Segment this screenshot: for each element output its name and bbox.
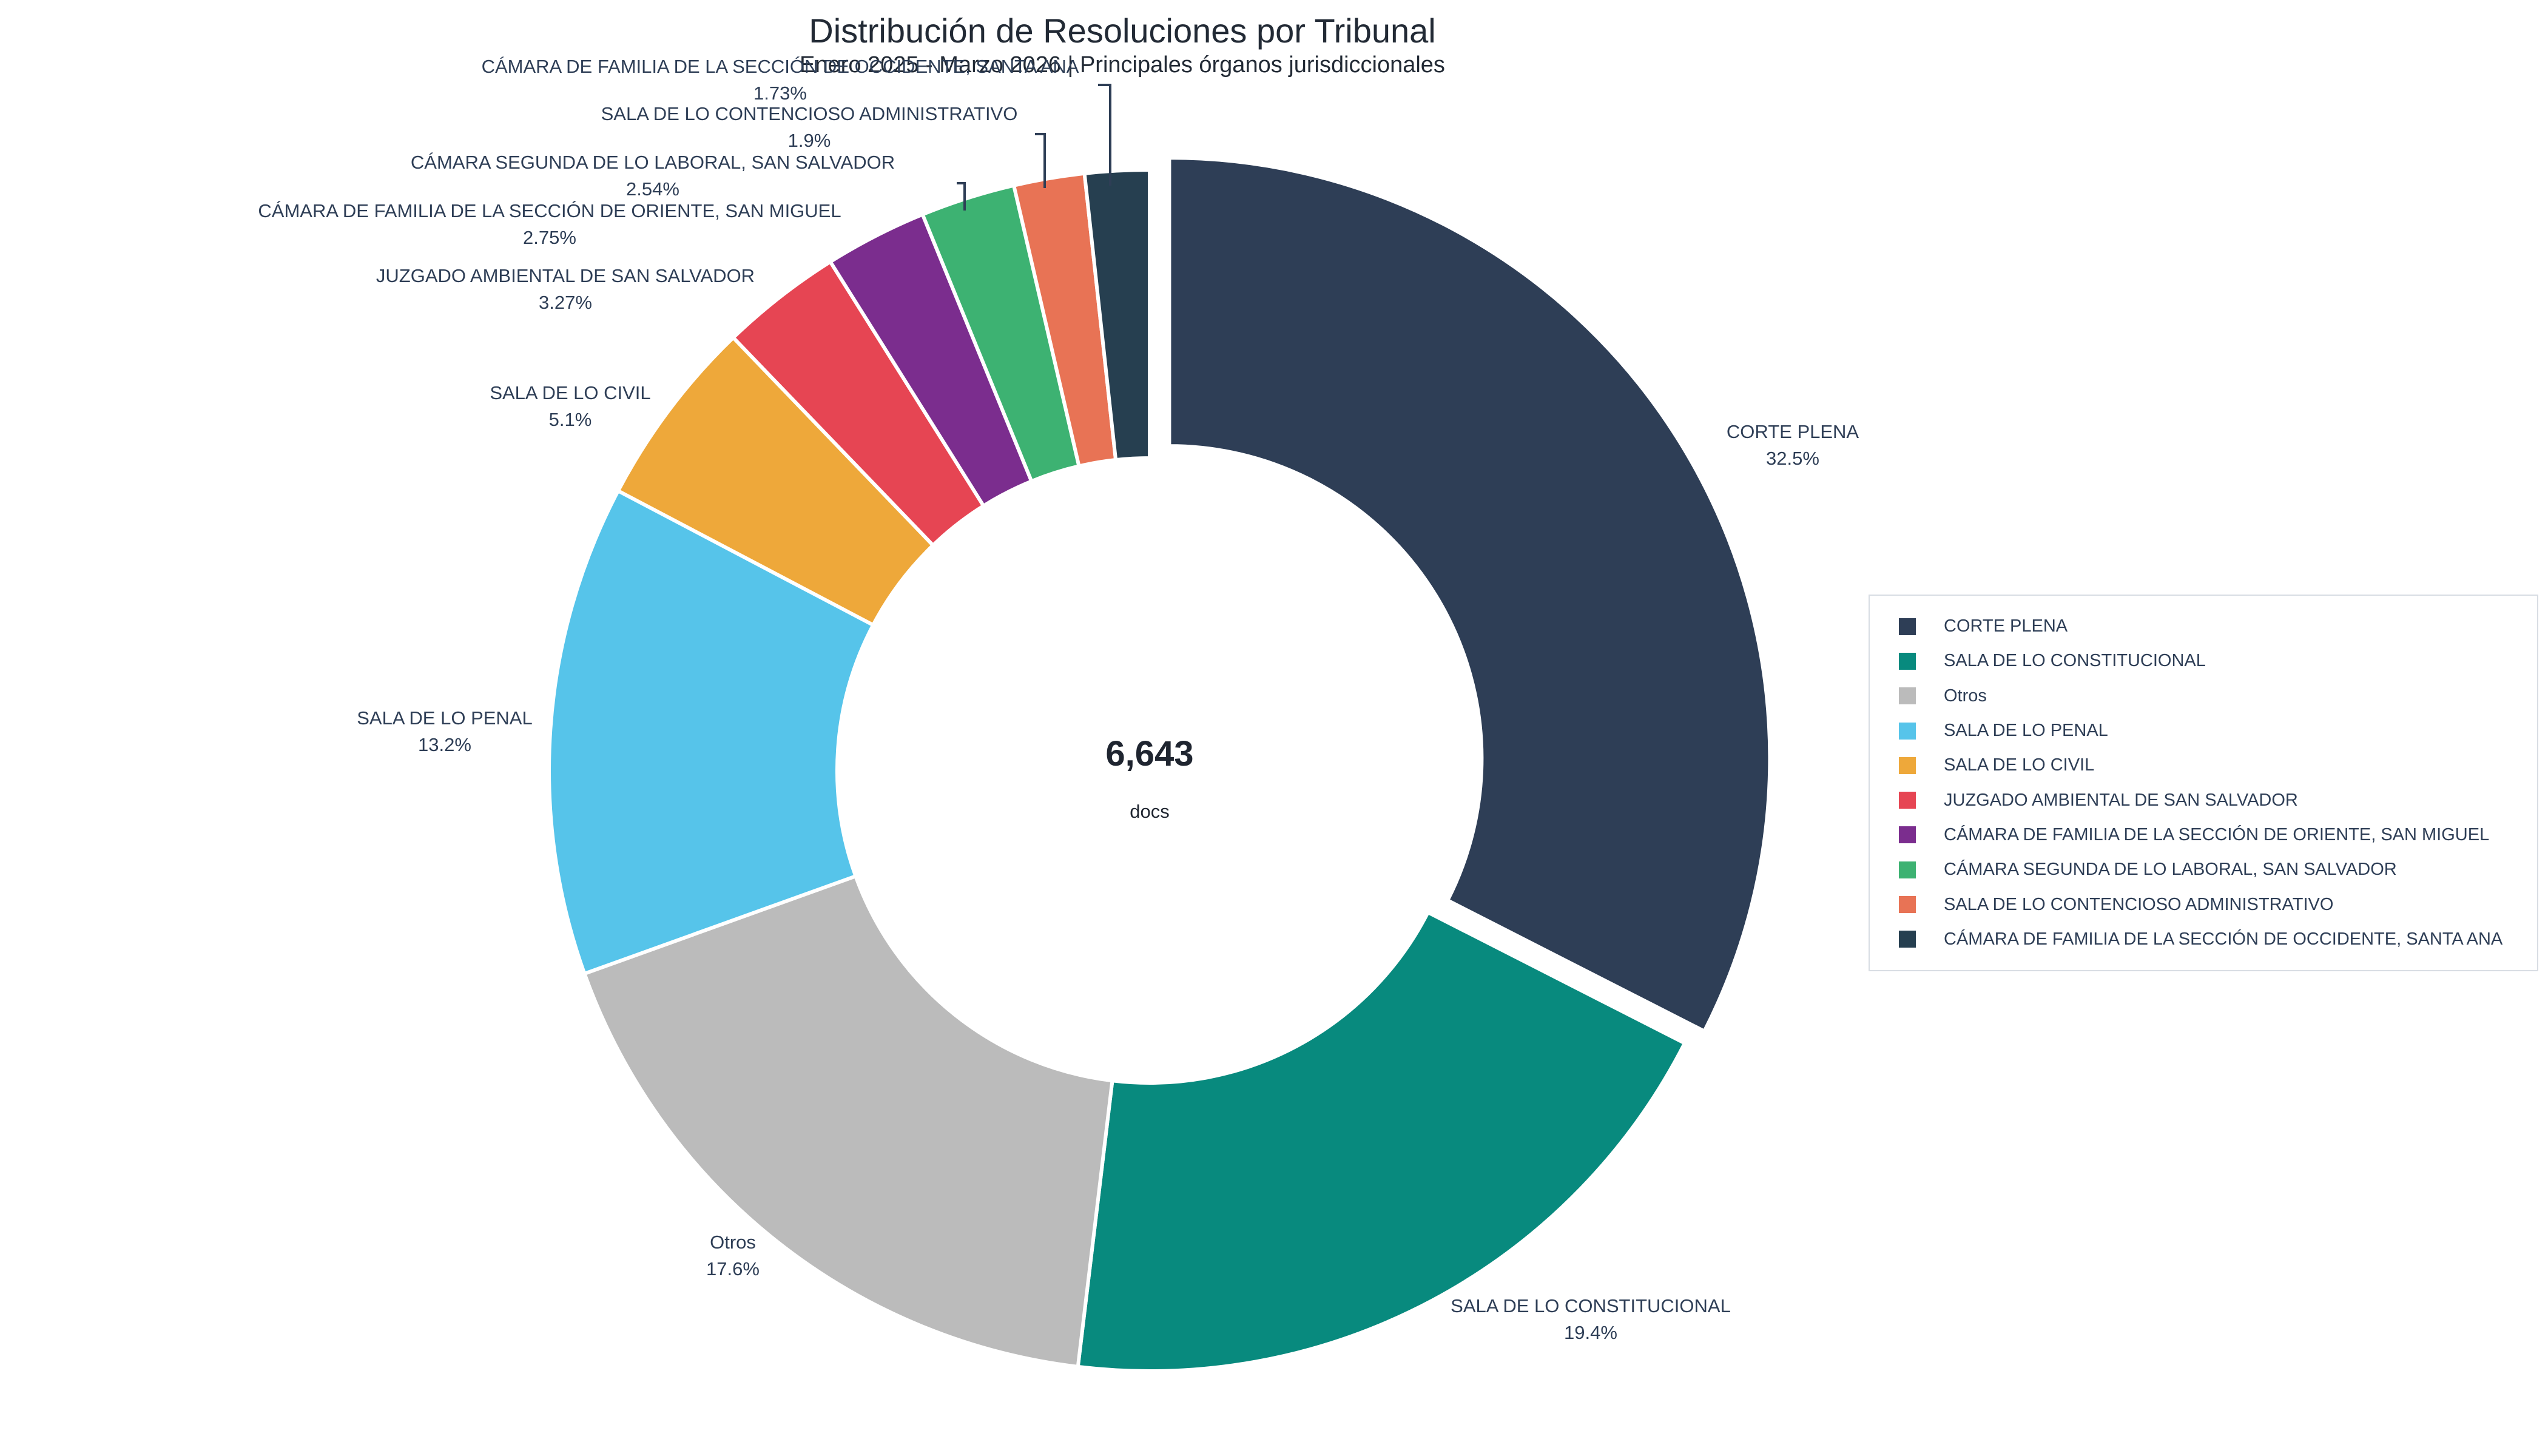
legend-label: SALA DE LO PENAL xyxy=(1944,721,2108,741)
slice-label-sala-de-lo-contencioso-administrativo: SALA DE LO CONTENCIOSO ADMINISTRATIVO xyxy=(601,103,1018,124)
legend-label: CÁMARA SEGUNDA DE LO LABORAL, SAN SALVAD… xyxy=(1944,860,2397,880)
legend-label: CÁMARA DE FAMILIA DE LA SECCIÓN DE ORIEN… xyxy=(1944,824,2490,844)
slice-percent-sala-de-lo-penal: 13.2% xyxy=(418,734,471,755)
slice-label-otros: Otros xyxy=(710,1232,756,1253)
chart-title: Distribución de Resoluciones por Tribuna… xyxy=(809,12,1436,50)
legend-label: JUZGADO AMBIENTAL DE SAN SALVADOR xyxy=(1944,790,2298,810)
slice-percent-camara-segunda-de-lo-laboral-san-salvador: 2.54% xyxy=(626,178,679,200)
legend-label: Otros xyxy=(1944,686,1987,706)
legend-swatch xyxy=(1899,792,1916,809)
legend-swatch xyxy=(1899,722,1916,740)
legend-label: SALA DE LO CONTENCIOSO ADMINISTRATIVO xyxy=(1944,894,2334,914)
center-total-label: docs xyxy=(1130,801,1169,822)
slice-otros[interactable] xyxy=(582,874,1114,1369)
legend-label: CORTE PLENA xyxy=(1944,616,2068,636)
leader-line-camara-segunda-de-lo-laboral-san-salvador xyxy=(957,182,966,211)
slice-percent-sala-de-lo-contencioso-administrativo: 1.9% xyxy=(788,130,831,151)
legend-item-sala-de-lo-penal[interactable]: SALA DE LO PENAL xyxy=(1870,713,2537,748)
slice-percent-juzgado-ambiental-de-san-salvador: 3.27% xyxy=(539,292,592,313)
slice-label-camara-segunda-de-lo-laboral-san-salvador: CÁMARA SEGUNDA DE LO LABORAL, SAN SALVAD… xyxy=(411,152,895,173)
legend-swatch xyxy=(1899,931,1916,948)
slice-percent-sala-de-lo-constitucional: 19.4% xyxy=(1564,1322,1617,1343)
legend-item-camara-de-familia-de-la-seccion-de-oriente-san-miguel[interactable]: CÁMARA DE FAMILIA DE LA SECCIÓN DE ORIEN… xyxy=(1870,818,2537,852)
legend-item-sala-de-lo-constitucional[interactable]: SALA DE LO CONSTITUCIONAL xyxy=(1870,644,2537,678)
legend-item-camara-de-familia-de-la-seccion-de-occidente-santa-ana[interactable]: CÁMARA DE FAMILIA DE LA SECCIÓN DE OCCID… xyxy=(1870,922,2537,957)
slice-percent-camara-de-familia-de-la-seccion-de-oriente-san-miguel: 2.75% xyxy=(523,227,576,248)
legend-label: SALA DE LO CONSTITUCIONAL xyxy=(1944,651,2206,671)
slice-sala-de-lo-penal[interactable] xyxy=(547,488,876,976)
legend-swatch xyxy=(1899,826,1916,844)
legend-item-corte-plena[interactable]: CORTE PLENA xyxy=(1870,609,2537,644)
donut-slices xyxy=(547,156,1772,1373)
leader-line-sala-de-lo-contencioso-administrativo xyxy=(1035,133,1046,188)
legend-item-juzgado-ambiental-de-san-salvador[interactable]: JUZGADO AMBIENTAL DE SAN SALVADOR xyxy=(1870,783,2537,817)
label-leader-lines xyxy=(957,84,1111,211)
leader-line-camara-de-familia-de-la-seccion-de-occidente-santa-ana xyxy=(1098,84,1111,186)
legend-label: CÁMARA DE FAMILIA DE LA SECCIÓN DE OCCID… xyxy=(1944,929,2503,949)
legend-swatch xyxy=(1899,687,1916,705)
slice-label-sala-de-lo-penal: SALA DE LO PENAL xyxy=(357,707,532,729)
legend-swatch xyxy=(1899,896,1916,914)
slice-label-sala-de-lo-civil: SALA DE LO CIVIL xyxy=(490,382,650,403)
slice-label-camara-de-familia-de-la-seccion-de-occidente-santa-ana: CÁMARA DE FAMILIA DE LA SECCIÓN DE OCCID… xyxy=(482,56,1079,77)
legend-item-sala-de-lo-civil[interactable]: SALA DE LO CIVIL xyxy=(1870,748,2537,783)
chart-legend: CORTE PLENA SALA DE LO CONSTITUCIONAL Otro… xyxy=(1869,595,2538,971)
slice-label-corte-plena: CORTE PLENA xyxy=(1727,421,1859,442)
slice-percent-sala-de-lo-civil: 5.1% xyxy=(549,409,592,430)
legend-item-otros[interactable]: Otros xyxy=(1870,679,2537,713)
slice-percent-corte-plena: 32.5% xyxy=(1766,448,1819,469)
legend-swatch xyxy=(1899,757,1916,774)
slice-percent-otros: 17.6% xyxy=(706,1258,760,1279)
chart-subtitle: Enero 2025 - Marzo 2026 | Principales ór… xyxy=(800,52,1445,78)
legend-item-camara-segunda-de-lo-laboral-san-salvador[interactable]: CÁMARA SEGUNDA DE LO LABORAL, SAN SALVAD… xyxy=(1870,852,2537,887)
slice-labels: CORTE PLENA 32.5% SALA DE LO CONSTITUCIONA… xyxy=(258,56,1859,1343)
legend-swatch xyxy=(1899,861,1916,878)
slice-camara-de-familia-de-la-seccion-de-occidente-santa-ana[interactable] xyxy=(1082,167,1151,462)
slice-label-sala-de-lo-constitucional: SALA DE LO CONSTITUCIONAL xyxy=(1451,1295,1731,1316)
slice-label-camara-de-familia-de-la-seccion-de-oriente-san-miguel: CÁMARA DE FAMILIA DE LA SECCIÓN DE ORIEN… xyxy=(258,200,841,221)
legend-item-sala-de-lo-contencioso-administrativo[interactable]: SALA DE LO CONTENCIOSO ADMINISTRATIVO xyxy=(1870,887,2537,922)
legend-swatch xyxy=(1899,618,1916,635)
legend-label: SALA DE LO CIVIL xyxy=(1944,755,2095,775)
slice-label-juzgado-ambiental-de-san-salvador: JUZGADO AMBIENTAL DE SAN SALVADOR xyxy=(376,265,755,286)
legend-swatch xyxy=(1899,652,1916,670)
slice-percent-camara-de-familia-de-la-seccion-de-occidente-santa-ana: 1.73% xyxy=(753,83,807,104)
donut-chart: CORTE PLENA 32.5% SALA DE LO CONSTITUCIONA… xyxy=(258,56,1859,1373)
slice-corte-plena[interactable] xyxy=(1167,156,1772,1034)
slice-sala-de-lo-constitucional[interactable] xyxy=(1076,909,1688,1373)
center-total-value: 6,643 xyxy=(1105,734,1193,774)
